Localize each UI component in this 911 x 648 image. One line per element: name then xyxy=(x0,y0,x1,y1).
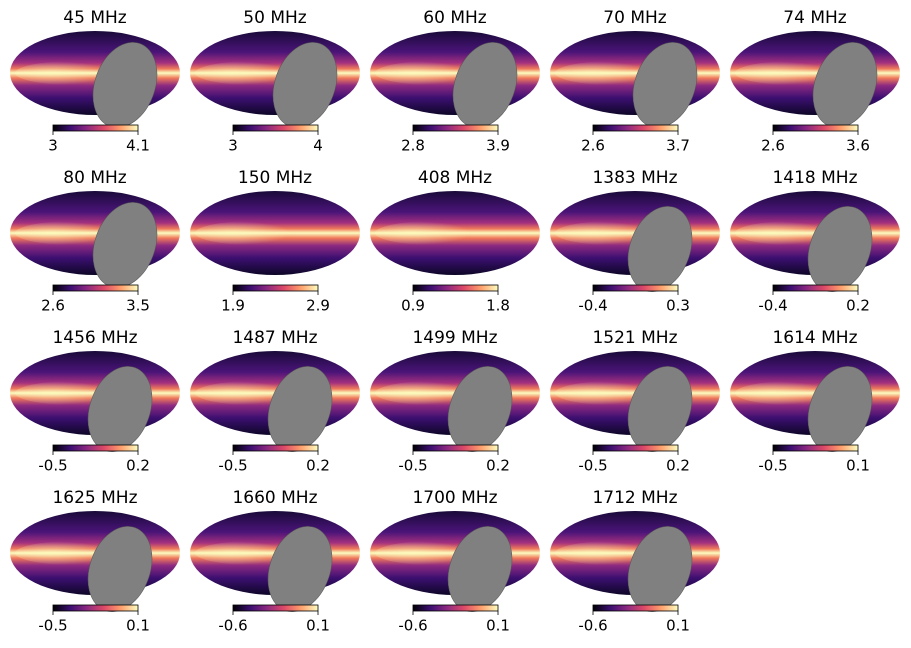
colorbar-tick-label: -0.5 xyxy=(578,457,607,475)
colorbar xyxy=(52,284,139,292)
panel-title: 1614 MHz xyxy=(772,328,857,348)
colorbar-tick-label: 0.1 xyxy=(126,617,150,635)
panel-title: 1700 MHz xyxy=(412,488,497,508)
colorbar xyxy=(232,284,319,292)
colorbar-tick-label: 0.2 xyxy=(666,457,690,475)
colorbar-tick-label: -0.6 xyxy=(398,617,427,635)
colorbar xyxy=(412,124,499,132)
colorbar-tick-label: 0.2 xyxy=(126,457,150,475)
colorbar xyxy=(772,284,859,292)
colorbar-tick-label: 0.2 xyxy=(486,457,510,475)
colorbar xyxy=(772,444,859,452)
colorbar-tick-label: 3.6 xyxy=(846,137,870,155)
panel-title: 1625 MHz xyxy=(52,488,137,508)
colorbar-tick-label: 3.7 xyxy=(666,137,690,155)
panel-title: 1418 MHz xyxy=(772,168,857,188)
colorbar-tick-label: -0.4 xyxy=(758,297,787,315)
colorbar-tick-label: -0.5 xyxy=(398,457,427,475)
colorbar-tick-label: -0.5 xyxy=(218,457,247,475)
panel-title: 74 MHz xyxy=(783,8,846,28)
colorbar xyxy=(592,124,679,132)
panel-title: 80 MHz xyxy=(63,168,126,188)
colorbar-tick-label: 2.6 xyxy=(41,297,65,315)
colorbar xyxy=(592,604,679,612)
panel-title: 408 MHz xyxy=(418,168,492,188)
colorbar-tick-label: 0.9 xyxy=(401,297,425,315)
panel-title: 150 MHz xyxy=(238,168,312,188)
sky-glow xyxy=(375,221,495,245)
colorbar-tick-label: -0.5 xyxy=(38,457,67,475)
colorbar-tick-label: 4.1 xyxy=(126,137,150,155)
colorbar xyxy=(52,124,139,132)
panel-title: 1499 MHz xyxy=(412,328,497,348)
colorbar xyxy=(232,604,319,612)
panel-title: 1487 MHz xyxy=(232,328,317,348)
colorbar-tick-label: 1.8 xyxy=(486,297,510,315)
colorbar-tick-label: -0.6 xyxy=(578,617,607,635)
colorbar-tick-label: 3 xyxy=(228,137,238,155)
colorbar-tick-label: 0.1 xyxy=(666,617,690,635)
colorbar xyxy=(52,444,139,452)
colorbar-tick-label: 0.1 xyxy=(306,617,330,635)
panel-title: 70 MHz xyxy=(603,8,666,28)
sky-glow xyxy=(195,221,315,245)
colorbar-tick-label: 0.1 xyxy=(486,617,510,635)
colorbar xyxy=(592,444,679,452)
panel-title: 1383 MHz xyxy=(592,168,677,188)
colorbar-tick-label: 2.9 xyxy=(306,297,330,315)
panel-title: 1712 MHz xyxy=(592,488,677,508)
colorbar-tick-label: 2.6 xyxy=(761,137,785,155)
colorbar-tick-label: 0.3 xyxy=(666,297,690,315)
panel-title: 1660 MHz xyxy=(232,488,317,508)
colorbar-tick-label: -0.5 xyxy=(38,617,67,635)
colorbar-tick-label: 1.9 xyxy=(221,297,245,315)
colorbar-tick-label: 2.6 xyxy=(581,137,605,155)
colorbar-tick-label: 0.2 xyxy=(846,297,870,315)
panel-title: 1521 MHz xyxy=(592,328,677,348)
colorbar xyxy=(52,604,139,612)
panel-title: 45 MHz xyxy=(63,8,126,28)
colorbar-tick-label: 3 xyxy=(48,137,58,155)
colorbar-tick-label: 3.5 xyxy=(126,297,150,315)
colorbar-tick-label: -0.5 xyxy=(758,457,787,475)
colorbar-tick-label: 3.9 xyxy=(486,137,510,155)
colorbar xyxy=(412,284,499,292)
panel-title: 60 MHz xyxy=(423,8,486,28)
colorbar-tick-label: -0.6 xyxy=(218,617,247,635)
colorbar-tick-label: 2.8 xyxy=(401,137,425,155)
colorbar xyxy=(592,284,679,292)
colorbar-tick-label: 4 xyxy=(313,137,323,155)
colorbar-tick-label: 0.1 xyxy=(846,457,870,475)
panel-title: 50 MHz xyxy=(243,8,306,28)
colorbar xyxy=(232,444,319,452)
panel-title: 1456 MHz xyxy=(52,328,137,348)
colorbar xyxy=(412,604,499,612)
colorbar xyxy=(412,444,499,452)
colorbar xyxy=(232,124,319,132)
colorbar-tick-label: 0.2 xyxy=(306,457,330,475)
colorbar-tick-label: -0.4 xyxy=(578,297,607,315)
colorbar xyxy=(772,124,859,132)
